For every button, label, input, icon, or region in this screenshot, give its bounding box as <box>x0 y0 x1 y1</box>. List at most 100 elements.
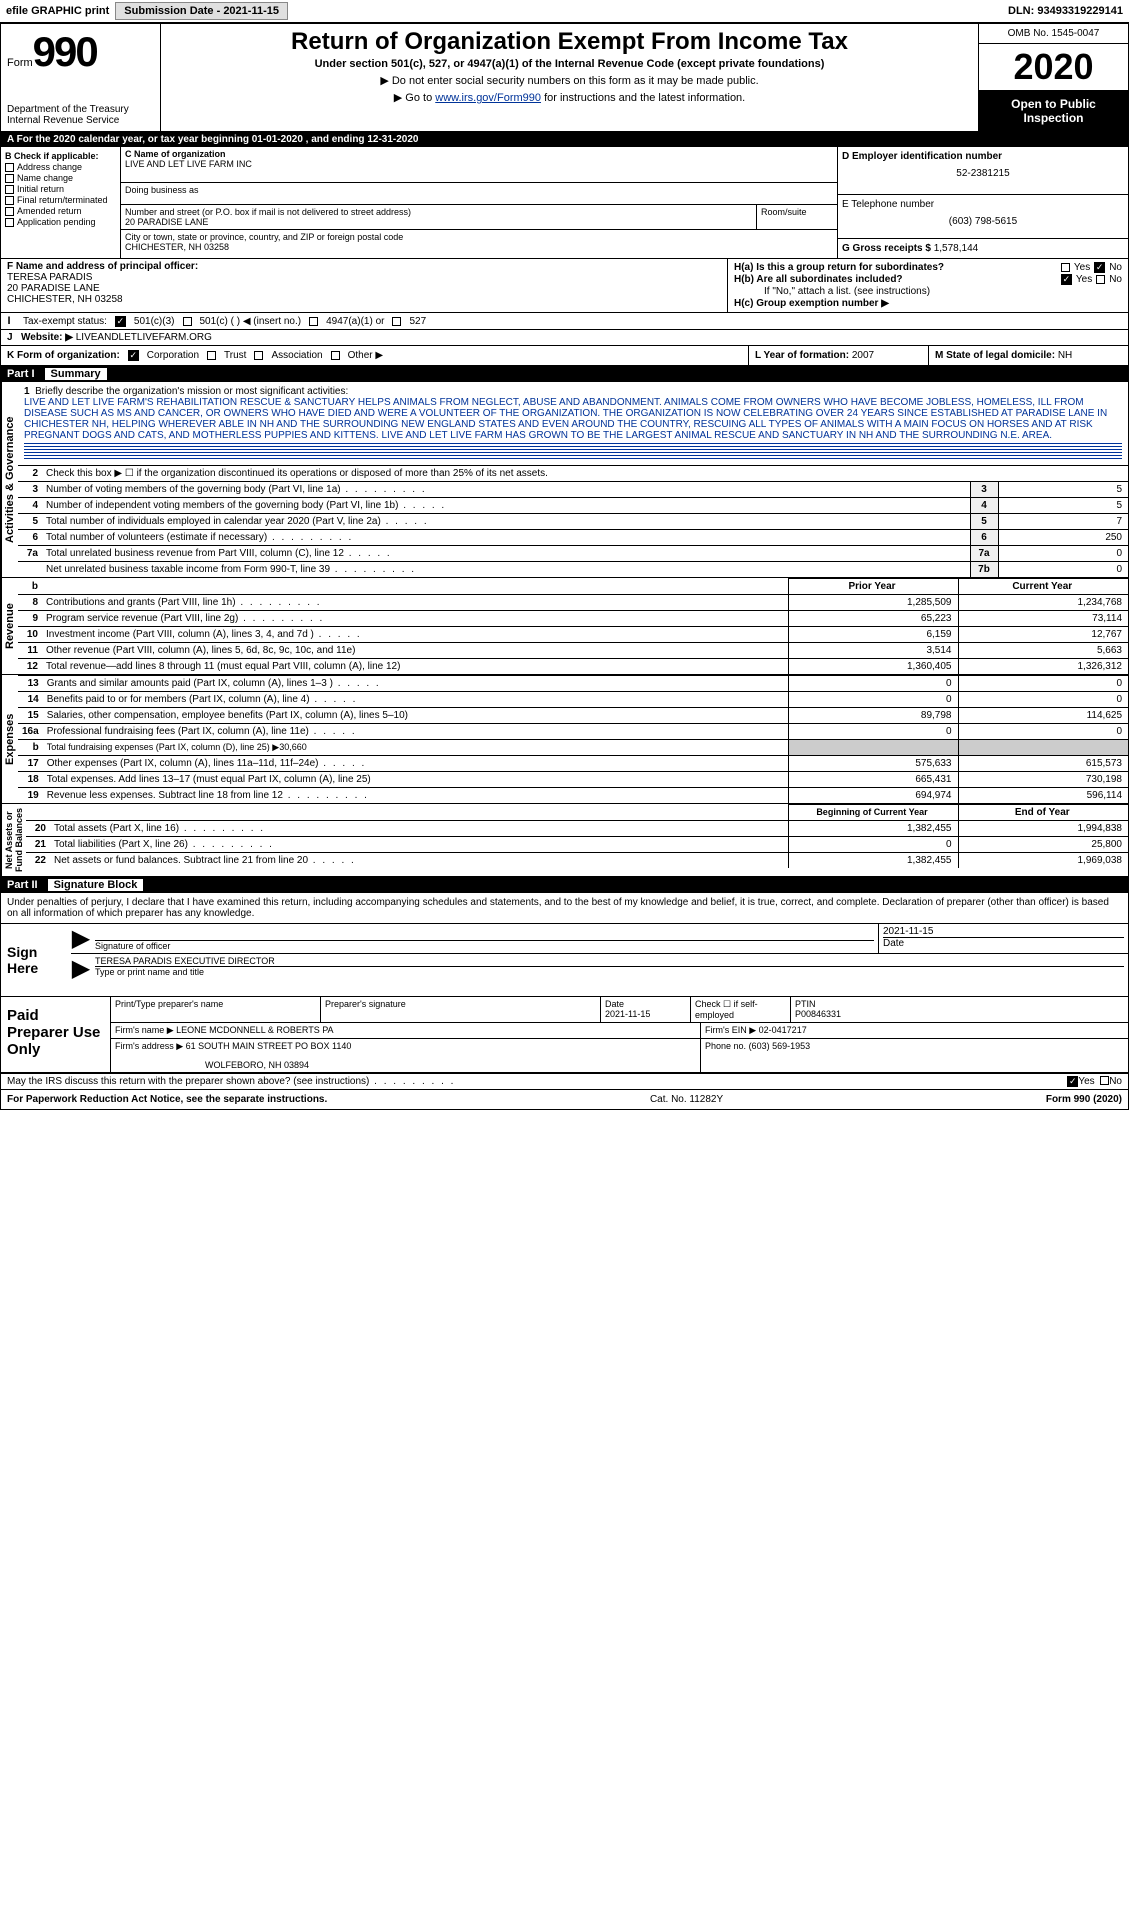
tel-cell: E Telephone number (603) 798-5615 <box>838 195 1128 239</box>
opt-other: Other ▶ <box>348 350 383 361</box>
r5-b: 5 <box>970 514 998 530</box>
sig-arrow-1: ▶ <box>71 924 91 953</box>
opt-assoc: Association <box>271 350 322 361</box>
block-b-c-d: B Check if applicable: Address change Na… <box>1 147 1128 259</box>
ex16a-t: Professional fundraising fees (Part IX, … <box>43 724 788 740</box>
officer-addr2: CHICHESTER, NH 03258 <box>7 294 721 305</box>
chk-501c[interactable] <box>183 317 192 326</box>
form-subtitle: Under section 501(c), 527, or 4947(a)(1)… <box>167 58 972 70</box>
rv11-cy: 5,663 <box>958 643 1128 659</box>
opt-4947: 4947(a)(1) or <box>326 316 384 327</box>
ex18-t: Total expenses. Add lines 13–17 (must eq… <box>43 772 788 788</box>
discuss-yes-box[interactable]: ✓ <box>1067 1076 1078 1087</box>
checkbox-initial[interactable] <box>5 185 14 194</box>
chk-corp[interactable]: ✓ <box>128 350 139 361</box>
ex16a-n: 16a <box>18 724 43 740</box>
sig-officer-label: Signature of officer <box>95 940 874 951</box>
open-public-badge: Open to Public Inspection <box>979 91 1128 131</box>
org-name: LIVE AND LET LIVE FARM INC <box>125 159 833 169</box>
chk-assoc[interactable] <box>254 351 263 360</box>
submission-date-button[interactable]: Submission Date - 2021-11-15 <box>115 2 288 20</box>
mission-text: LIVE AND LET LIVE FARM'S REHABILITATION … <box>24 397 1107 441</box>
rv9-n: 9 <box>18 611 42 627</box>
paid-preparer-block: Paid Preparer Use Only Print/Type prepar… <box>1 997 1128 1074</box>
ex19-n: 19 <box>18 788 43 804</box>
chk-527[interactable] <box>392 317 401 326</box>
r5-v: 7 <box>998 514 1128 530</box>
rv9-t: Program service revenue (Part VIII, line… <box>42 611 788 627</box>
column-h: H(a) Is this a group return for subordin… <box>728 259 1128 312</box>
chk-trust[interactable] <box>207 351 216 360</box>
chk-other[interactable] <box>331 351 340 360</box>
na20-cy: 1,994,838 <box>958 821 1128 837</box>
expenses-table: 13Grants and similar amounts paid (Part … <box>18 675 1128 803</box>
ag-table: 2Check this box ▶ ☐ if the organization … <box>18 465 1128 577</box>
checkbox-final[interactable] <box>5 196 14 205</box>
mission-rule-3 <box>24 455 1122 459</box>
irs-link[interactable]: www.irs.gov/Form990 <box>435 92 541 104</box>
page-footer: For Paperwork Reduction Act Notice, see … <box>1 1090 1128 1109</box>
opt-final: Final return/terminated <box>17 195 108 205</box>
rv8-cy: 1,234,768 <box>958 595 1128 611</box>
rv12-n: 12 <box>18 659 42 675</box>
i-label: Tax-exempt status: <box>23 316 107 327</box>
hb-no-box[interactable] <box>1096 275 1105 284</box>
chk-4947[interactable] <box>309 317 318 326</box>
sig-date-label: Date <box>883 937 1124 949</box>
opt-amended: Amended return <box>17 206 82 216</box>
ex18-py: 665,431 <box>788 772 958 788</box>
hb-yes-box[interactable]: ✓ <box>1061 274 1072 285</box>
r5-n: 5 <box>18 514 42 530</box>
firm-ein-lbl: Firm's EIN ▶ <box>705 1025 756 1035</box>
prep-sig-hdr: Preparer's signature <box>321 997 601 1022</box>
chk-501c3[interactable]: ✓ <box>115 316 126 327</box>
na20-t: Total assets (Part X, line 16) <box>50 821 788 837</box>
ha-label: H(a) Is this a group return for subordin… <box>734 262 944 273</box>
rv10-py: 6,159 <box>788 627 958 643</box>
na21-t: Total liabilities (Part X, line 26) <box>50 837 788 853</box>
r7a-n: 7a <box>18 546 42 562</box>
sig-date-value: 2021-11-15 <box>883 926 1124 937</box>
f-label: F Name and address of principal officer: <box>7 261 721 272</box>
ag-body: 1 Briefly describe the organization's mi… <box>18 382 1128 577</box>
city-value: CHICHESTER, NH 03258 <box>125 242 833 252</box>
part2-tag: Part II <box>7 879 38 891</box>
prep-date: Date 2021-11-15 <box>601 997 691 1022</box>
firm-phone-val: (603) 569-1953 <box>749 1041 811 1051</box>
checkbox-amended[interactable] <box>5 207 14 216</box>
rv12-t: Total revenue—add lines 8 through 11 (mu… <box>42 659 788 675</box>
form-number: 990 <box>33 28 97 75</box>
ex15-cy: 114,625 <box>958 708 1128 724</box>
opt-trust: Trust <box>224 350 246 361</box>
ha-no-box[interactable]: ✓ <box>1094 262 1105 273</box>
h-note: If "No," attach a list. (see instruction… <box>764 286 930 297</box>
footer-left: For Paperwork Reduction Act Notice, see … <box>7 1094 327 1105</box>
checkbox-pending[interactable] <box>5 218 14 227</box>
column-c: C Name of organization LIVE AND LET LIVE… <box>121 147 838 258</box>
rv8-py: 1,285,509 <box>788 595 958 611</box>
sig-date-field: 2021-11-15 Date <box>878 924 1128 953</box>
na21-py: 0 <box>788 837 958 853</box>
discuss-no-box[interactable] <box>1100 1076 1109 1085</box>
ha-yes-box[interactable] <box>1061 263 1070 272</box>
r7b-v: 0 <box>998 562 1128 578</box>
dba-label: Doing business as <box>125 185 833 195</box>
ex16b-t: Total fundraising expenses (Part IX, col… <box>43 740 788 756</box>
firm-addr-2: WOLFEBORO, NH 03894 <box>115 1060 696 1070</box>
na22-t: Net assets or fund balances. Subtract li… <box>50 853 788 869</box>
form-word: Form <box>7 57 33 69</box>
checkbox-name-change[interactable] <box>5 174 14 183</box>
j-letter: J <box>7 332 21 343</box>
cy-hdr: Current Year <box>958 579 1128 595</box>
officer-name: TERESA PARADIS <box>7 272 721 283</box>
checkbox-address-change[interactable] <box>5 163 14 172</box>
ex19-py: 694,974 <box>788 788 958 804</box>
city-label: City or town, state or province, country… <box>125 232 833 242</box>
rv8-n: 8 <box>18 595 42 611</box>
opt-name: Name change <box>17 173 73 183</box>
r6-v: 250 <box>998 530 1128 546</box>
ex17-n: 17 <box>18 756 43 772</box>
ein-cell: D Employer identification number 52-2381… <box>838 147 1128 195</box>
sig-officer-field: Signature of officer <box>91 924 878 953</box>
website-value: LIVEANDLETLIVEFARM.ORG <box>76 332 212 343</box>
